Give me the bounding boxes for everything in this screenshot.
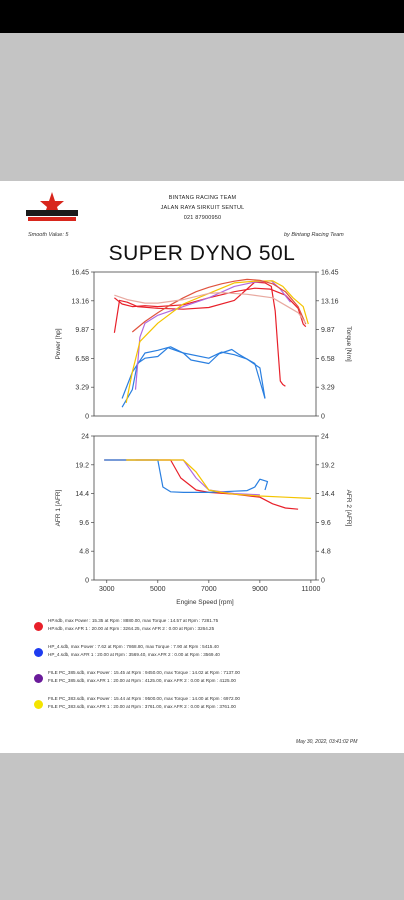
y2-tick-label: 6.58 bbox=[321, 356, 335, 363]
y2-tick-label: 9.6 bbox=[321, 520, 331, 527]
y-tick-label: 0 bbox=[85, 578, 89, 585]
y-axis-label: AFR 1 [AFR] bbox=[55, 489, 62, 526]
y-tick-label: 13.16 bbox=[71, 298, 89, 305]
x-tick-label: 11000 bbox=[301, 586, 320, 593]
y2-tick-label: 14.4 bbox=[321, 491, 335, 498]
x-tick-label: 7000 bbox=[201, 586, 217, 593]
dyno-report-sheet bbox=[0, 181, 404, 753]
legend-line-1: FILE PC_383.sdb, max Power : 15.44 at Rp… bbox=[48, 696, 240, 701]
series-line bbox=[131, 278, 307, 333]
legend-line-2: FILE PC_383.sdb, max AFR 1 : 20.00 at Rp… bbox=[48, 704, 236, 709]
bintang-racing-logo bbox=[26, 192, 78, 221]
smooth-value: Smooth Value: 5 bbox=[28, 232, 69, 238]
y2-tick-label: 13.16 bbox=[321, 298, 339, 305]
y2-tick-label: 0 bbox=[321, 414, 325, 421]
legend-line-1: FILE PC_385.sdb, max Power : 15.45 at Rp… bbox=[48, 670, 240, 675]
team-address: JALAN RAYA SIRKUIT SENTUL bbox=[160, 205, 245, 211]
legend-dot-icon bbox=[34, 700, 43, 709]
legend: HP.sdb, max Power : 15.35 at Rpm : 8880.… bbox=[34, 617, 394, 721]
series-line bbox=[114, 287, 307, 328]
legend-entry: FILE PC_383.sdb, max Power : 15.44 at Rp… bbox=[34, 695, 394, 721]
y-tick-label: 24 bbox=[81, 434, 89, 441]
x-tick-label: 3000 bbox=[99, 586, 115, 593]
team-name: BINTANG RACING TEAM bbox=[168, 195, 237, 201]
legend-entry: HP_4.sdb, max Power : 7.62 at Rpm : 7868… bbox=[34, 643, 394, 669]
legend-dot-icon bbox=[34, 622, 43, 631]
y-tick-label: 9.87 bbox=[75, 327, 89, 334]
y-tick-label: 0 bbox=[85, 414, 89, 421]
y2-tick-label: 9.87 bbox=[321, 327, 335, 334]
y-tick-label: 14.4 bbox=[75, 491, 89, 498]
legend-entry: HP.sdb, max Power : 15.35 at Rpm : 8880.… bbox=[34, 617, 394, 643]
y2-tick-label: 3.29 bbox=[321, 385, 335, 392]
y-tick-label: 3.29 bbox=[75, 385, 89, 392]
y-tick-label: 4.8 bbox=[79, 549, 89, 556]
legend-line-2: FILE PC_385.sdb, max AFR 1 : 20.00 at Rp… bbox=[48, 678, 236, 683]
series-line bbox=[104, 459, 269, 493]
series-line bbox=[134, 280, 291, 390]
team-phone: 021 87900950 bbox=[183, 215, 222, 221]
series-line bbox=[135, 459, 260, 496]
series-line bbox=[104, 459, 299, 510]
series-line bbox=[125, 280, 309, 404]
legend-line-1: HP_4.sdb, max Power : 7.62 at Rpm : 7868… bbox=[48, 644, 219, 649]
legend-line-2: HP_4.sdb, max AFR 1 : 20.00 at Rpm : 356… bbox=[48, 652, 220, 657]
series-line bbox=[126, 459, 311, 499]
y-tick-label: 19.2 bbox=[75, 462, 89, 469]
x-tick-label: 9000 bbox=[252, 586, 268, 593]
x-axis-label: Engine Speed [rpm] bbox=[176, 599, 234, 606]
y-tick-label: 16.45 bbox=[71, 270, 89, 277]
y2-tick-label: 19.2 bbox=[321, 462, 335, 469]
series-line bbox=[121, 346, 266, 399]
plot-frame bbox=[93, 435, 317, 581]
legend-dot-icon bbox=[34, 674, 43, 683]
y2-axis-label: AFR 2 [AFR] bbox=[345, 490, 352, 527]
plot-frame bbox=[93, 271, 317, 417]
legend-dot-icon bbox=[34, 648, 43, 657]
y2-tick-label: 4.8 bbox=[321, 549, 331, 556]
x-tick-label: 5000 bbox=[150, 586, 166, 593]
y2-axis-label: Torque [Nm] bbox=[345, 326, 352, 362]
y2-tick-label: 0 bbox=[321, 578, 325, 585]
report-author: by Bintang Racing Team bbox=[284, 232, 344, 238]
y2-tick-label: 24 bbox=[321, 434, 329, 441]
status-bar bbox=[0, 0, 404, 33]
y-tick-label: 6.58 bbox=[75, 356, 89, 363]
series-line bbox=[114, 292, 307, 324]
series-line bbox=[113, 281, 286, 387]
y-tick-label: 9.6 bbox=[79, 520, 89, 527]
report-date: May 30, 2022, 03:41:02 PM bbox=[296, 739, 358, 745]
y2-tick-label: 16.45 bbox=[321, 270, 339, 277]
y-axis-label: Power [hp] bbox=[55, 328, 62, 359]
series-line bbox=[121, 347, 266, 408]
legend-line-1: HP.sdb, max Power : 15.35 at Rpm : 8880.… bbox=[48, 618, 219, 623]
chart-title: SUPER DYNO 50L bbox=[108, 242, 296, 265]
legend-line-2: HP.sdb, max AFR 1 : 20.00 at Rpm : 3264.… bbox=[48, 626, 215, 631]
legend-entry: FILE PC_385.sdb, max Power : 15.45 at Rp… bbox=[34, 669, 394, 695]
